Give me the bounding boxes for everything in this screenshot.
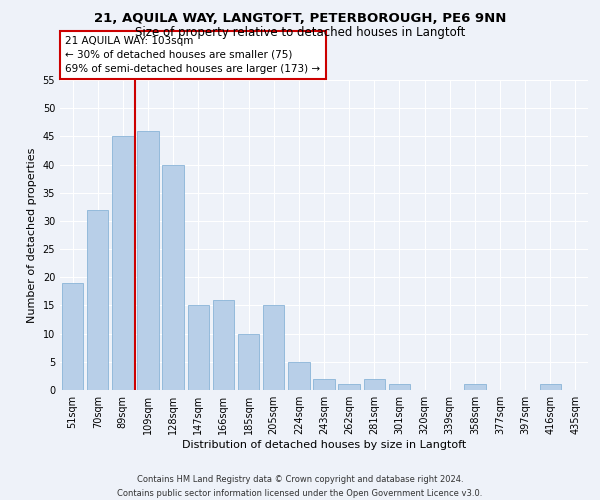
Bar <box>389 384 410 390</box>
Bar <box>62 283 83 390</box>
Text: Size of property relative to detached houses in Langtoft: Size of property relative to detached ho… <box>135 26 465 39</box>
Text: Contains HM Land Registry data © Crown copyright and database right 2024.
Contai: Contains HM Land Registry data © Crown c… <box>118 476 482 498</box>
Text: 21, AQUILA WAY, LANGTOFT, PETERBOROUGH, PE6 9NN: 21, AQUILA WAY, LANGTOFT, PETERBOROUGH, … <box>94 12 506 26</box>
Bar <box>112 136 134 390</box>
Bar <box>338 384 360 390</box>
Bar <box>163 164 184 390</box>
Bar <box>364 378 385 390</box>
Bar <box>313 378 335 390</box>
Y-axis label: Number of detached properties: Number of detached properties <box>27 148 37 322</box>
Bar <box>238 334 259 390</box>
Bar <box>87 210 109 390</box>
Bar <box>464 384 485 390</box>
Bar <box>188 306 209 390</box>
X-axis label: Distribution of detached houses by size in Langtoft: Distribution of detached houses by size … <box>182 440 466 450</box>
Bar <box>539 384 561 390</box>
Text: 21 AQUILA WAY: 103sqm
← 30% of detached houses are smaller (75)
69% of semi-deta: 21 AQUILA WAY: 103sqm ← 30% of detached … <box>65 36 320 74</box>
Bar <box>288 362 310 390</box>
Bar <box>213 300 234 390</box>
Bar <box>263 306 284 390</box>
Bar <box>137 130 158 390</box>
